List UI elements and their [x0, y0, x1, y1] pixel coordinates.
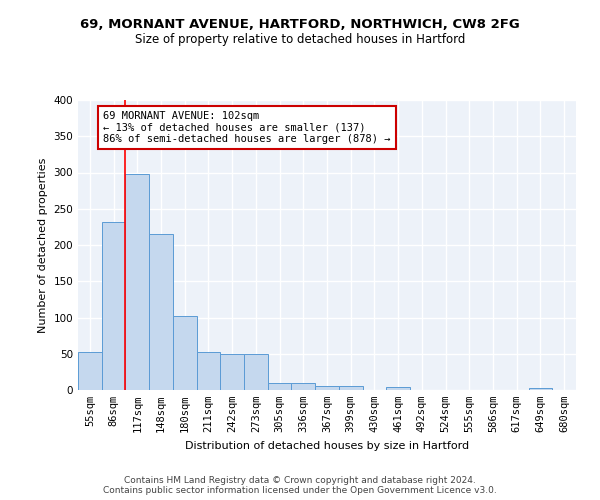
Bar [173, 316, 197, 390]
Bar [292, 384, 315, 390]
Bar [315, 386, 339, 390]
Bar [339, 386, 362, 390]
Text: Contains HM Land Registry data © Crown copyright and database right 2024.
Contai: Contains HM Land Registry data © Crown c… [103, 476, 497, 495]
Text: 69 MORNANT AVENUE: 102sqm
← 13% of detached houses are smaller (137)
86% of semi: 69 MORNANT AVENUE: 102sqm ← 13% of detac… [103, 111, 391, 144]
Bar [386, 387, 410, 390]
Y-axis label: Number of detached properties: Number of detached properties [38, 158, 48, 332]
Bar [244, 354, 268, 390]
Bar [220, 354, 244, 390]
Bar [529, 388, 552, 390]
X-axis label: Distribution of detached houses by size in Hartford: Distribution of detached houses by size … [185, 440, 469, 450]
Text: Size of property relative to detached houses in Hartford: Size of property relative to detached ho… [135, 32, 465, 46]
Bar [197, 352, 220, 390]
Bar [102, 222, 125, 390]
Text: 69, MORNANT AVENUE, HARTFORD, NORTHWICH, CW8 2FG: 69, MORNANT AVENUE, HARTFORD, NORTHWICH,… [80, 18, 520, 30]
Bar [268, 384, 292, 390]
Bar [125, 174, 149, 390]
Bar [78, 352, 102, 390]
Bar [149, 234, 173, 390]
